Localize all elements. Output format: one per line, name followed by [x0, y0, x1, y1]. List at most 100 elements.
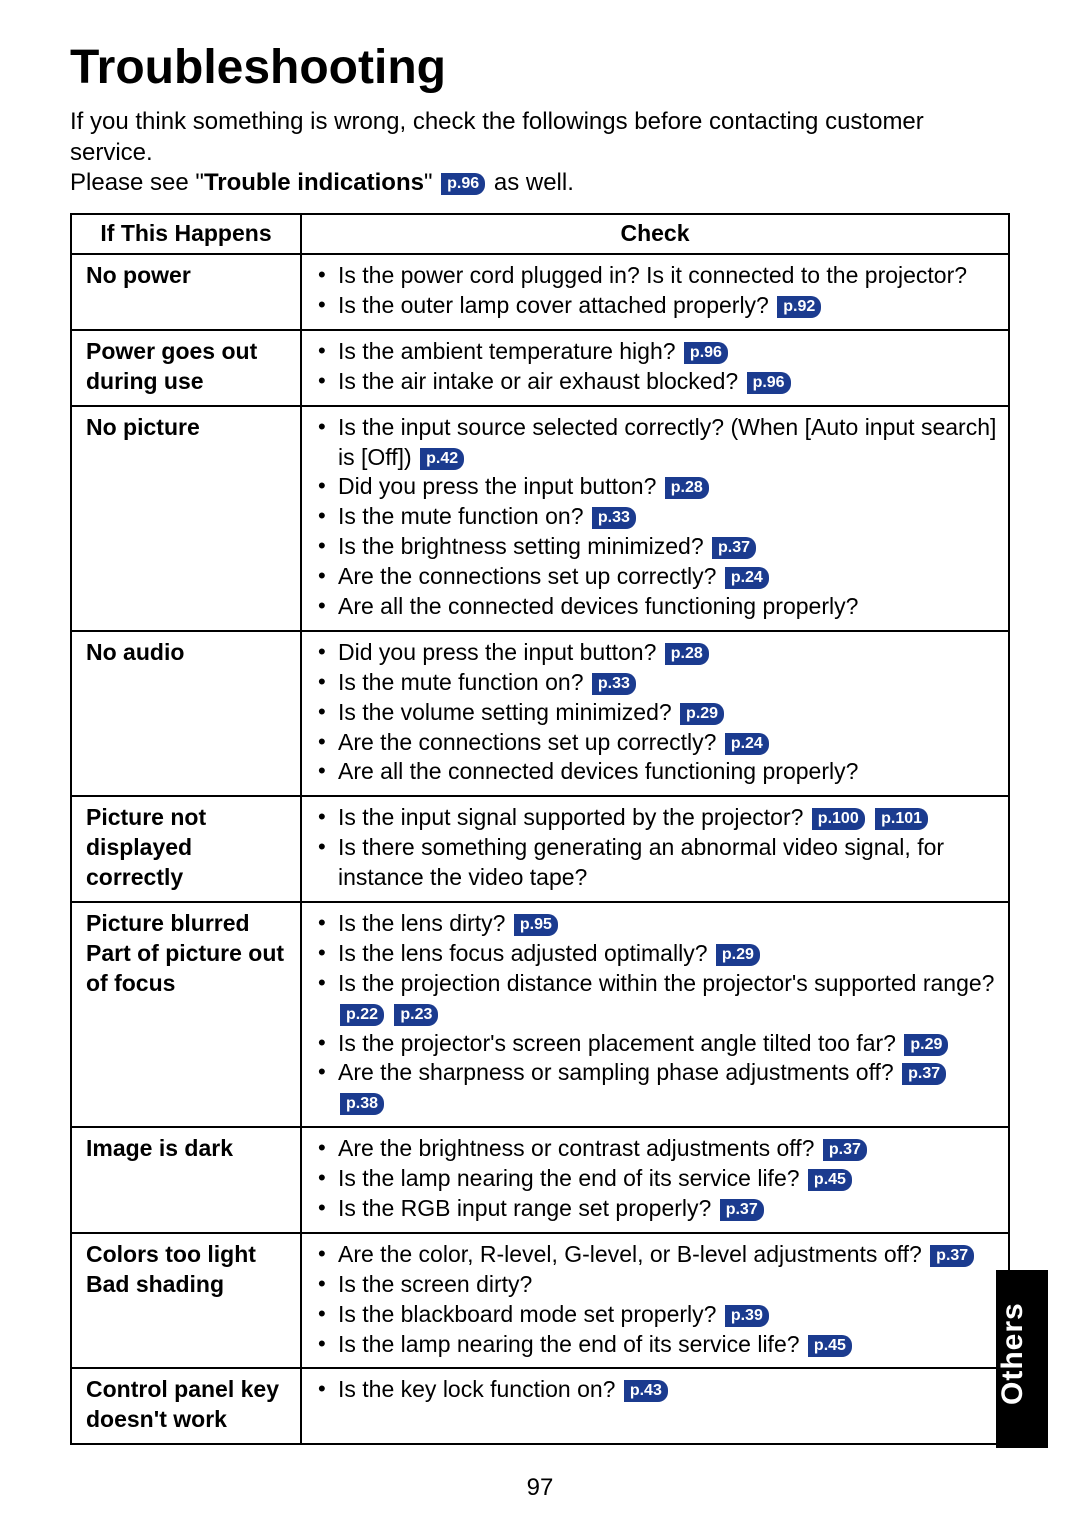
- page-ref-icon[interactable]: p.28: [665, 643, 709, 665]
- table-row: Image is dark Are the brightness or contr…: [71, 1127, 1009, 1233]
- check-item: Is the projection distance within the pr…: [316, 969, 998, 1029]
- page-ref-icon[interactable]: p.37: [712, 537, 756, 559]
- check-text: Is the air intake or air exhaust blocked…: [338, 368, 745, 394]
- header-check: Check: [301, 214, 1009, 254]
- check-item: Are the connections set up correctly? p.…: [316, 562, 998, 592]
- check-cell: Is the ambient temperature high? p.96Is …: [301, 330, 1009, 406]
- symptom-cell: Picture blurred Part of picture out of f…: [71, 902, 301, 1127]
- header-symptom: If This Happens: [71, 214, 301, 254]
- page-ref-icon[interactable]: p.101: [875, 808, 928, 830]
- page-ref-icon[interactable]: p.45: [808, 1169, 852, 1191]
- check-text: Are the sharpness or sampling phase adju…: [338, 1059, 900, 1085]
- page-ref-icon[interactable]: p.23: [394, 1004, 438, 1026]
- check-item: Is the mute function on? p.33: [316, 668, 998, 698]
- check-cell: Are the color, R-level, G-level, or B-le…: [301, 1233, 1009, 1369]
- page-ref-icon[interactable]: p.96: [441, 173, 485, 195]
- check-text: Is the mute function on?: [338, 669, 590, 695]
- check-item: Are all the connected devices functionin…: [316, 592, 998, 622]
- check-list: Are the color, R-level, G-level, or B-le…: [316, 1240, 998, 1360]
- table-row: No audioDid you press the input button? …: [71, 631, 1009, 796]
- check-item: Is the projector's screen placement angl…: [316, 1029, 998, 1059]
- check-item: Is the input source selected correctly? …: [316, 413, 998, 473]
- page-ref-icon[interactable]: p.29: [680, 703, 724, 725]
- table-header-row: If This Happens Check: [71, 214, 1009, 254]
- page-ref-icon[interactable]: p.24: [725, 567, 769, 589]
- check-text: Are the connections set up correctly?: [338, 729, 723, 755]
- check-list: Are the brightness or contrast adjustmen…: [316, 1134, 998, 1224]
- symptom-cell: Image is dark: [71, 1127, 301, 1233]
- check-item: Is the lamp nearing the end of its servi…: [316, 1164, 998, 1194]
- check-item: Are the brightness or contrast adjustmen…: [316, 1134, 998, 1164]
- check-text: Is the key lock function on?: [338, 1376, 622, 1402]
- table-row: Control panel key doesn't work Is the key…: [71, 1368, 1009, 1444]
- intro-line2a: Please see ": [70, 169, 204, 196]
- check-item: Is the ambient temperature high? p.96: [316, 337, 998, 367]
- check-item: Is the power cord plugged in? Is it conn…: [316, 261, 998, 291]
- check-text: Is the lamp nearing the end of its servi…: [338, 1331, 806, 1357]
- check-text: Is the mute function on?: [338, 503, 590, 529]
- check-list: Is the input source selected correctly? …: [316, 413, 998, 622]
- check-item: Is the mute function on? p.33: [316, 502, 998, 532]
- page-ref-icon[interactable]: p.45: [808, 1335, 852, 1357]
- page-ref-icon[interactable]: p.37: [902, 1063, 946, 1085]
- page-ref-icon[interactable]: p.43: [624, 1380, 668, 1402]
- check-text: Are all the connected devices functionin…: [338, 593, 858, 619]
- check-list: Is the ambient temperature high? p.96Is …: [316, 337, 998, 397]
- page-ref-icon[interactable]: p.38: [340, 1093, 384, 1115]
- table-row: Picture blurred Part of picture out of f…: [71, 902, 1009, 1127]
- page-ref-icon[interactable]: p.96: [747, 372, 791, 394]
- page-ref-icon[interactable]: p.96: [684, 342, 728, 364]
- page-ref-icon[interactable]: p.29: [904, 1034, 948, 1056]
- check-text: Is the power cord plugged in? Is it conn…: [338, 262, 967, 288]
- check-item: Are the connections set up correctly? p.…: [316, 728, 998, 758]
- page-ref-icon[interactable]: p.37: [930, 1245, 974, 1267]
- page-ref-icon[interactable]: p.92: [777, 296, 821, 318]
- check-item: Did you press the input button? p.28: [316, 638, 998, 668]
- intro-line2b: ": [424, 169, 439, 196]
- check-item: Is the lens focus adjusted optimally? p.…: [316, 939, 998, 969]
- symptom-cell: Control panel key doesn't work: [71, 1368, 301, 1444]
- page-ref-icon[interactable]: p.22: [340, 1004, 384, 1026]
- check-text: Is the brightness setting minimized?: [338, 533, 710, 559]
- page-ref-icon[interactable]: p.29: [716, 944, 760, 966]
- page-ref-icon[interactable]: p.100: [812, 808, 865, 830]
- check-text: Is the screen dirty?: [338, 1271, 532, 1297]
- symptom-cell: Colors too light Bad shading: [71, 1233, 301, 1369]
- page-ref-icon[interactable]: p.33: [592, 673, 636, 695]
- check-item: Is the key lock function on? p.43: [316, 1375, 998, 1405]
- check-text: Is the lens dirty?: [338, 910, 512, 936]
- page-ref-icon[interactable]: p.95: [514, 914, 558, 936]
- check-text: Is the outer lamp cover attached properl…: [338, 292, 775, 318]
- page-ref-icon[interactable]: p.37: [823, 1139, 867, 1161]
- check-item: Are the color, R-level, G-level, or B-le…: [316, 1240, 998, 1270]
- check-list: Is the key lock function on? p.43: [316, 1375, 998, 1405]
- check-item: Is there something generating an abnorma…: [316, 833, 998, 893]
- check-cell: Did you press the input button? p.28Is t…: [301, 631, 1009, 796]
- check-cell: Is the power cord plugged in? Is it conn…: [301, 254, 1009, 330]
- check-text: Is the input signal supported by the pro…: [338, 804, 810, 830]
- page-ref-icon[interactable]: p.42: [420, 448, 464, 470]
- symptom-cell: No picture: [71, 406, 301, 631]
- check-text: Is the volume setting minimized?: [338, 699, 678, 725]
- check-item: Is the RGB input range set properly? p.3…: [316, 1194, 998, 1224]
- intro-text: If you think something is wrong, check t…: [70, 107, 1010, 199]
- check-item: Are all the connected devices functionin…: [316, 757, 998, 787]
- table-row: No pictureIs the input source selected c…: [71, 406, 1009, 631]
- page-ref-icon[interactable]: p.28: [665, 477, 709, 499]
- check-text: [867, 804, 873, 830]
- page-ref-icon[interactable]: p.37: [720, 1199, 764, 1221]
- page-ref-icon[interactable]: p.24: [725, 733, 769, 755]
- check-cell: Is the key lock function on? p.43: [301, 1368, 1009, 1444]
- check-text: Are the color, R-level, G-level, or B-le…: [338, 1241, 928, 1267]
- side-tab-others: Others: [996, 1270, 1048, 1448]
- check-text: Is there something generating an abnorma…: [338, 834, 944, 890]
- intro-bold: Trouble indications: [204, 169, 424, 196]
- check-cell: Is the lens dirty? p.95 Is the lens focus…: [301, 902, 1009, 1127]
- check-text: Are the brightness or contrast adjustmen…: [338, 1135, 821, 1161]
- check-text: Is the projector's screen placement angl…: [338, 1030, 902, 1056]
- check-item: Is the input signal supported by the pro…: [316, 803, 998, 833]
- check-cell: Is the input signal supported by the pro…: [301, 796, 1009, 902]
- check-text: Is the lens focus adjusted optimally?: [338, 940, 714, 966]
- page-ref-icon[interactable]: p.33: [592, 507, 636, 529]
- page-ref-icon[interactable]: p.39: [725, 1305, 769, 1327]
